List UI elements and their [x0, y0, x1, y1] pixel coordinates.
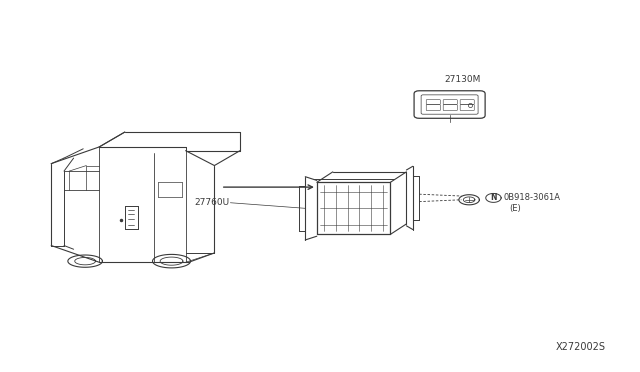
Text: 0B918-3061A: 0B918-3061A: [504, 193, 561, 202]
Text: X272002S: X272002S: [556, 341, 605, 352]
Text: 27130M: 27130M: [445, 75, 481, 84]
Text: 27760U: 27760U: [194, 198, 229, 207]
Text: N: N: [490, 193, 497, 202]
Text: (E): (E): [509, 204, 520, 213]
